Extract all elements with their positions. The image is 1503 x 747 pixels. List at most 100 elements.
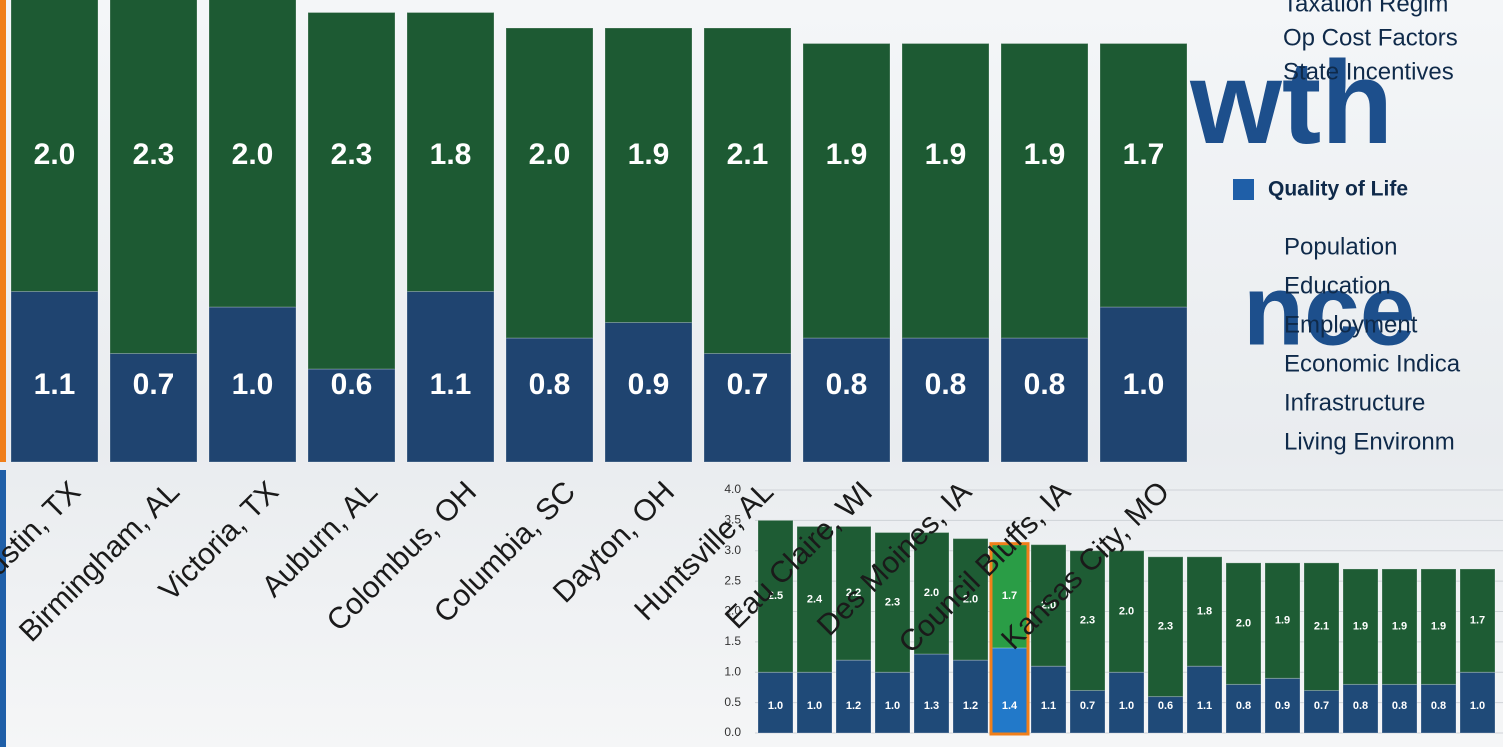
bar-segment bbox=[406, 12, 495, 292]
bar-segment bbox=[604, 322, 693, 463]
value-label: 1.0 bbox=[1470, 700, 1485, 712]
bar-segment bbox=[1459, 671, 1496, 734]
y-tick-label: 1.5 bbox=[724, 634, 741, 648]
bar-segment bbox=[1099, 306, 1188, 463]
value-label: 1.9 bbox=[1431, 621, 1446, 633]
bar-segment bbox=[1342, 683, 1379, 734]
legend-item: Population bbox=[1284, 233, 1397, 260]
bar-segment bbox=[874, 671, 911, 734]
background-heading: nce bbox=[1243, 254, 1415, 366]
bar-segment bbox=[1069, 550, 1106, 691]
value-label: 2.3 bbox=[133, 138, 175, 171]
bar-segment bbox=[505, 27, 594, 339]
value-label: 1.9 bbox=[1275, 615, 1290, 627]
value-label: 2.0 bbox=[232, 138, 274, 171]
bar-segment bbox=[1000, 43, 1089, 339]
legend-item: Economic Indica bbox=[1284, 350, 1461, 377]
y-tick-label: 3.0 bbox=[724, 543, 741, 557]
value-label: 2.5 bbox=[768, 590, 783, 602]
legend-item: State Incentives bbox=[1283, 58, 1454, 85]
bar-segment bbox=[1303, 689, 1340, 734]
value-label: 1.1 bbox=[1197, 700, 1212, 712]
value-label: 0.8 bbox=[1392, 700, 1407, 712]
bar-segment bbox=[1030, 544, 1067, 667]
bar-segment bbox=[952, 659, 989, 734]
accent-strip bbox=[0, 0, 6, 462]
bar-segment bbox=[1225, 683, 1262, 734]
value-label: 1.8 bbox=[430, 138, 472, 171]
value-label: 1.4 bbox=[1002, 700, 1018, 712]
value-label: 2.3 bbox=[331, 138, 373, 171]
bar-segment bbox=[109, 0, 198, 354]
value-label: 1.1 bbox=[1041, 700, 1056, 712]
bar-segment bbox=[802, 43, 891, 339]
bar-segment bbox=[901, 337, 990, 463]
legend-item: Infrastructure bbox=[1284, 389, 1425, 416]
legend-item: Living Environm bbox=[1284, 428, 1455, 455]
legend-item: Education bbox=[1284, 272, 1391, 299]
bar-segment bbox=[208, 0, 297, 308]
bar-segment bbox=[757, 671, 794, 734]
value-label: 2.3 bbox=[1158, 621, 1173, 633]
bar-segment bbox=[835, 525, 872, 661]
value-label: 0.8 bbox=[925, 368, 967, 401]
accent-strip bbox=[0, 470, 6, 747]
value-label: 1.0 bbox=[807, 700, 822, 712]
highlight-border bbox=[989, 542, 1030, 736]
y-tick-label: 3.5 bbox=[724, 513, 741, 527]
value-label: 1.2 bbox=[963, 700, 978, 712]
value-label: 1.7 bbox=[1123, 138, 1165, 171]
value-label: 1.1 bbox=[430, 368, 472, 401]
value-label: 0.6 bbox=[1158, 700, 1173, 712]
bar-segment bbox=[874, 532, 911, 673]
value-label: 2.1 bbox=[1314, 621, 1329, 633]
bar-segment bbox=[10, 291, 99, 463]
value-label: 0.7 bbox=[133, 368, 175, 401]
value-label: 1.3 bbox=[924, 700, 939, 712]
bar-segment bbox=[1186, 556, 1223, 667]
y-tick-label: 4.0 bbox=[724, 482, 741, 496]
value-label: 2.1 bbox=[727, 138, 769, 171]
y-tick-label: 0.5 bbox=[724, 695, 741, 709]
value-label: 2.0 bbox=[529, 138, 571, 171]
bar-segment bbox=[1303, 562, 1340, 691]
legend-swatch bbox=[1233, 179, 1254, 200]
y-tick-label: 1.0 bbox=[724, 664, 741, 678]
value-label: 0.9 bbox=[628, 368, 670, 401]
y-tick-label: 2.0 bbox=[724, 604, 741, 618]
bar-segment bbox=[1000, 337, 1089, 463]
value-label: 1.9 bbox=[826, 138, 868, 171]
value-label: 2.3 bbox=[885, 596, 900, 608]
bar-segment bbox=[913, 653, 950, 734]
value-label: 1.0 bbox=[1119, 700, 1134, 712]
legend-item: Taxation Regim bbox=[1283, 0, 1448, 17]
bar-segment bbox=[10, 0, 99, 292]
value-label: 2.0 bbox=[34, 138, 76, 171]
bar-segment bbox=[1147, 696, 1184, 734]
bar-segment bbox=[913, 532, 950, 655]
legend-item: Employment bbox=[1284, 311, 1418, 338]
value-label: 1.0 bbox=[768, 700, 783, 712]
bar-segment bbox=[1264, 677, 1301, 734]
value-label: 1.2 bbox=[846, 700, 861, 712]
value-label: 0.8 bbox=[1431, 700, 1446, 712]
bar-segment bbox=[835, 659, 872, 734]
value-label: 0.7 bbox=[727, 368, 769, 401]
y-tick-label: 0.0 bbox=[724, 725, 741, 739]
value-label: 1.0 bbox=[1123, 368, 1165, 401]
value-label: 0.7 bbox=[1080, 700, 1095, 712]
value-label: 2.2 bbox=[846, 587, 861, 599]
value-label: 2.0 bbox=[1041, 599, 1056, 611]
bar-segment bbox=[1147, 556, 1184, 698]
value-label: 1.9 bbox=[628, 138, 670, 171]
bar-segment bbox=[991, 647, 1028, 734]
bar-segment bbox=[1381, 568, 1418, 685]
bar-segment bbox=[1420, 683, 1457, 734]
bar-segment bbox=[1381, 683, 1418, 734]
bar-segment bbox=[307, 368, 396, 463]
value-label: 1.1 bbox=[34, 368, 76, 401]
value-label: 2.3 bbox=[1080, 615, 1095, 627]
value-label: 1.8 bbox=[1197, 605, 1212, 617]
